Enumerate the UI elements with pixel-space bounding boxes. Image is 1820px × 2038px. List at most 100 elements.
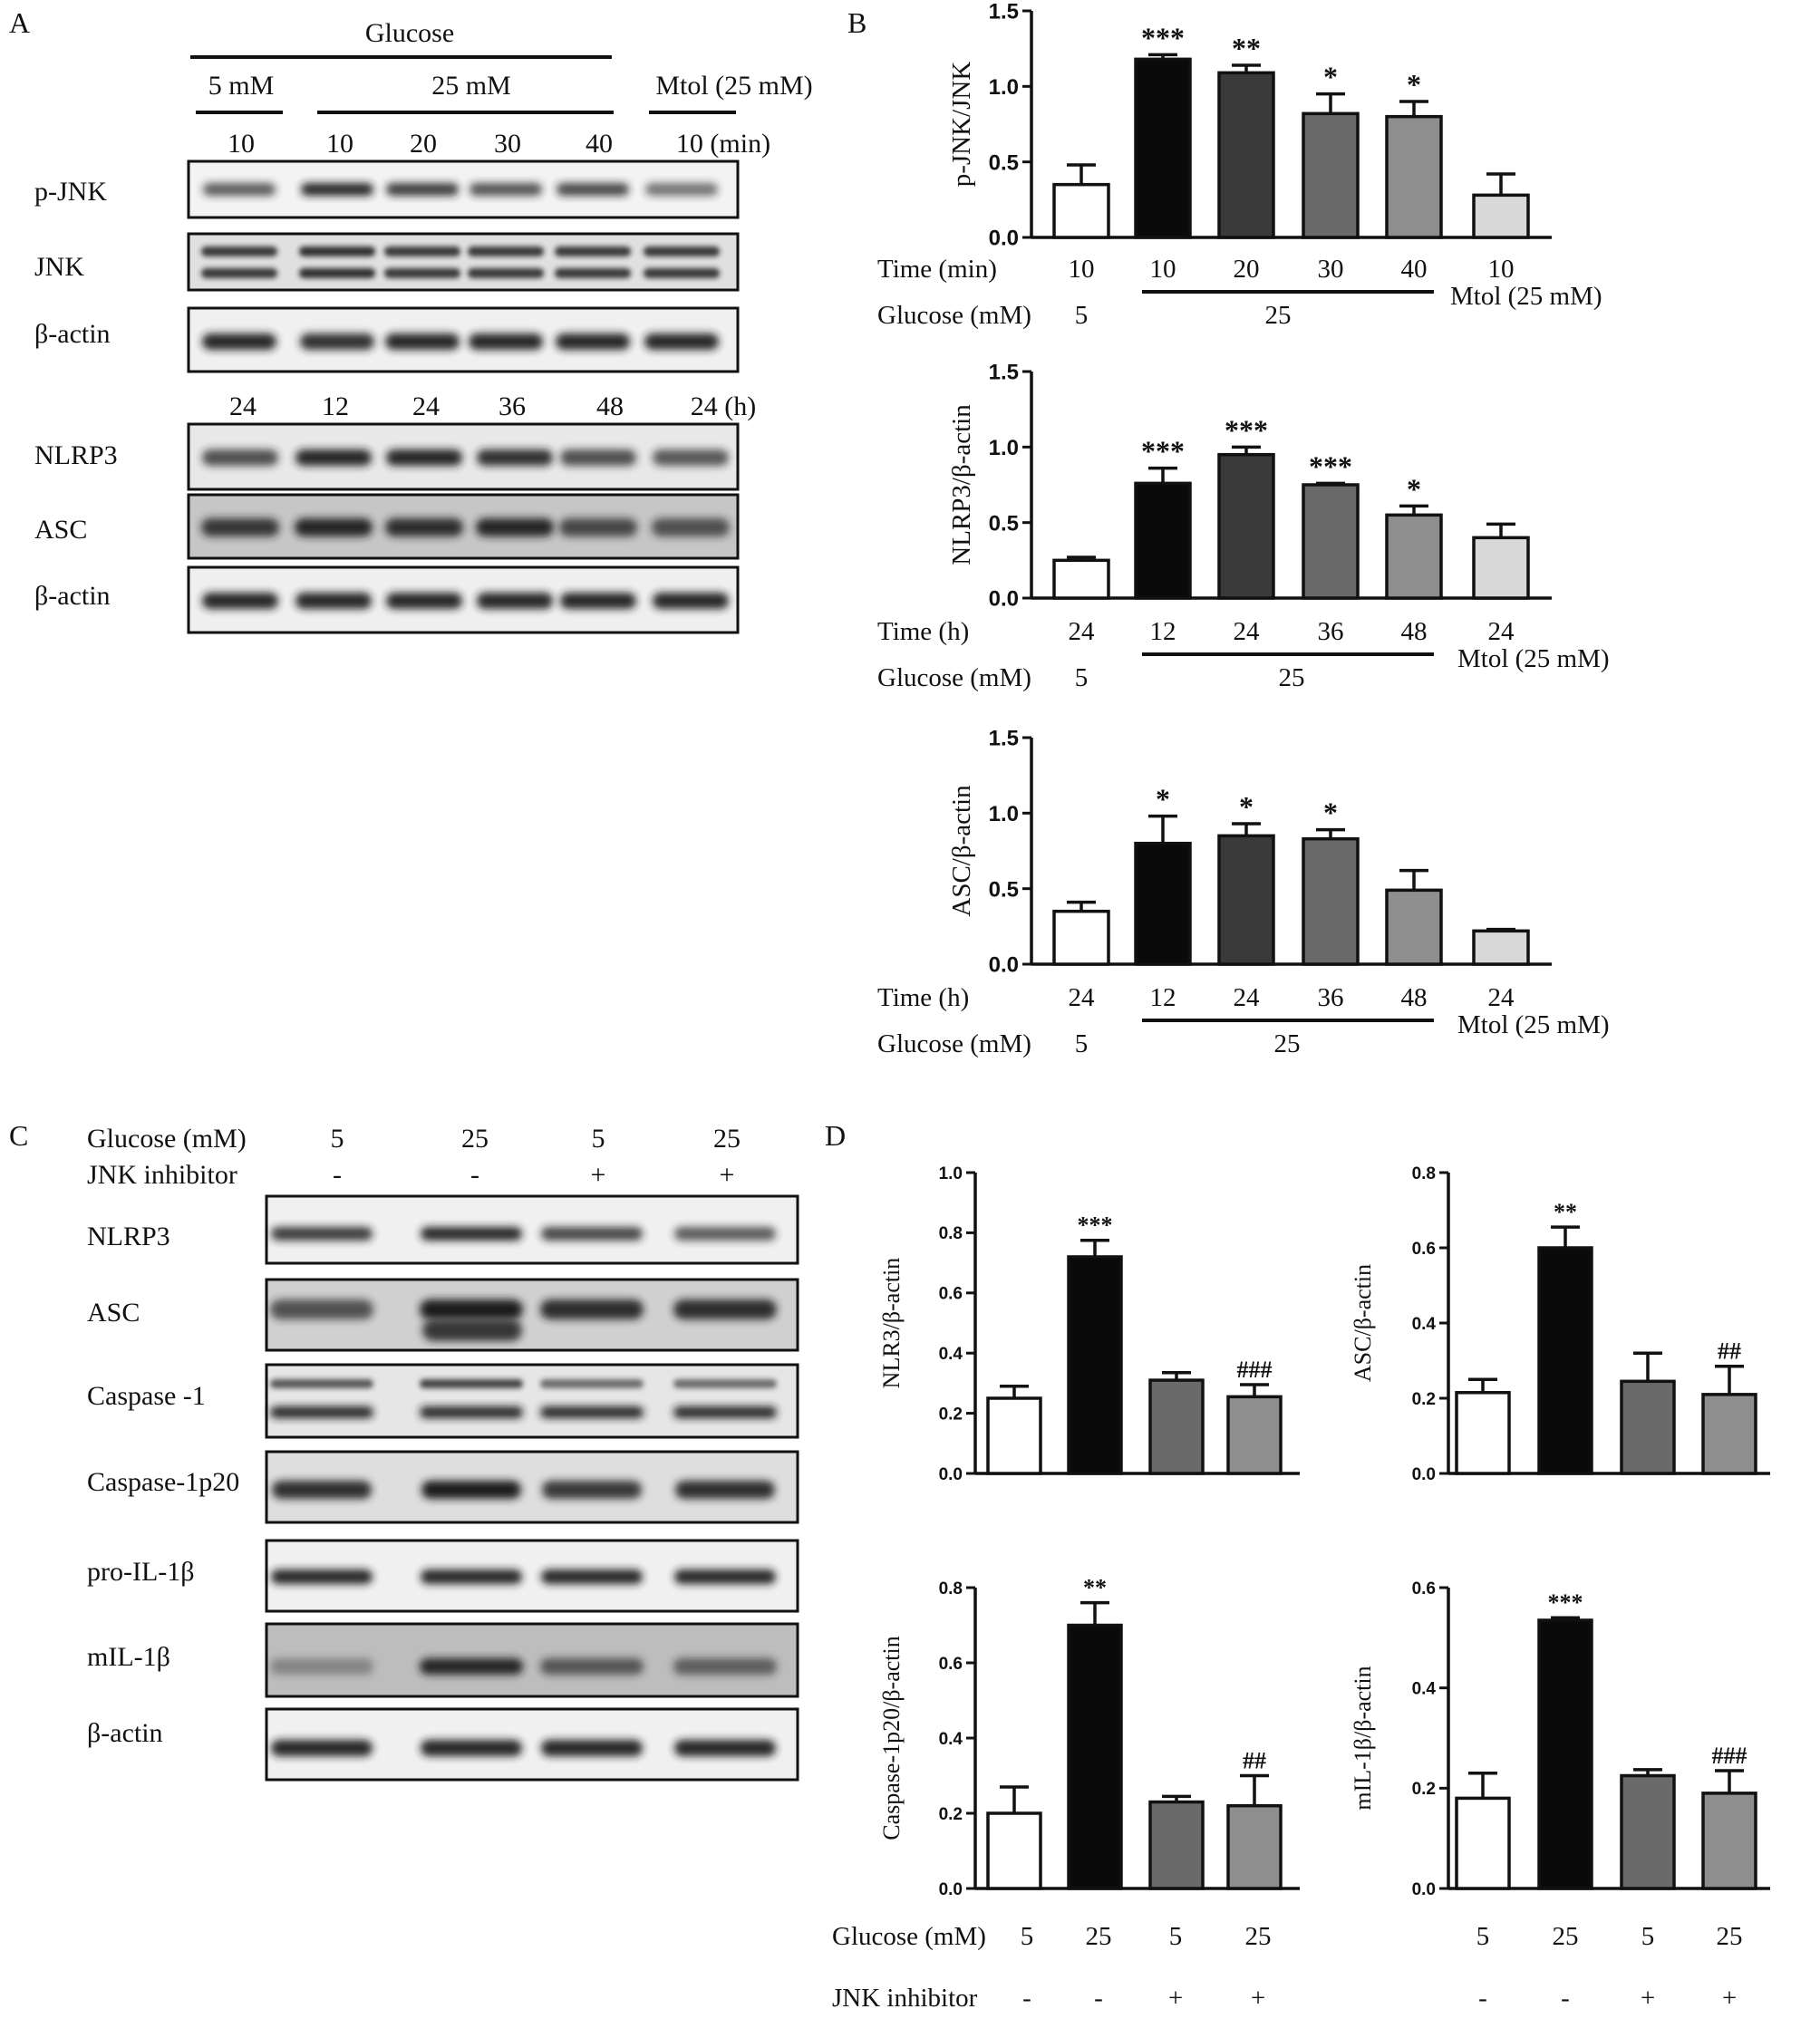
y-axis-label: Caspase-1p20/β-actin <box>878 1636 905 1840</box>
bar <box>1302 111 1360 239</box>
blot-band <box>301 183 373 196</box>
blot-band <box>295 593 372 609</box>
significance-label: ** <box>1554 1199 1577 1225</box>
blot-band <box>541 1570 643 1584</box>
y-tick-label: 1.5 <box>989 727 1019 751</box>
blot-band <box>541 1740 643 1756</box>
glucose-value: 5 <box>1075 1029 1089 1058</box>
bar <box>1226 1395 1283 1475</box>
time-min-label: 10 <box>326 129 353 159</box>
blot-band <box>272 1481 372 1499</box>
bar <box>1537 1618 1593 1890</box>
blot-band <box>468 246 544 256</box>
y-tick-label: 0.0 <box>989 227 1019 251</box>
y-tick-label: 1.0 <box>939 1164 963 1183</box>
blot-band <box>201 268 277 278</box>
blot-band <box>300 333 374 350</box>
blot-band <box>644 268 720 278</box>
glucose-row-label: Glucose (mM) <box>877 301 1031 330</box>
blot-band <box>202 593 278 609</box>
significance-label: ** <box>1083 1575 1107 1601</box>
y-tick-label: 0.8 <box>939 1579 963 1599</box>
bar <box>1472 536 1530 600</box>
bar <box>1385 888 1443 966</box>
blot-label-caspase1p20: Caspase-1p20 <box>87 1467 239 1497</box>
blot-band <box>420 1299 523 1319</box>
blot-band <box>270 1379 373 1388</box>
y-axis-label: p-JNK/JNK <box>947 62 976 188</box>
y-tick-label: 0.0 <box>1412 1465 1436 1484</box>
bar <box>1217 834 1275 966</box>
blot-band <box>540 1658 644 1675</box>
blot-band <box>384 246 460 256</box>
chart-B3: 0.0 0.5 1.0 1.5 ASC/β-actin * * * Time (h) 24 12 24… <box>877 727 1610 1058</box>
inhibitor-value: - <box>1022 1984 1031 2013</box>
time-value: 20 <box>1234 255 1260 284</box>
blot-band <box>384 268 460 278</box>
time-min-label: 10 <box>228 129 255 159</box>
y-tick-label: 0.2 <box>1412 1780 1436 1799</box>
bar <box>1620 1773 1676 1890</box>
blot-band <box>540 1379 644 1388</box>
time-value: 40 <box>1401 255 1428 284</box>
inhibitor-value: - <box>1478 1984 1487 2013</box>
y-tick-label: 0.0 <box>939 1465 963 1484</box>
significance-label: *** <box>1548 1589 1583 1616</box>
blot-label-pjnk: p-JNK <box>34 177 107 207</box>
bar <box>1217 71 1275 239</box>
blot-band <box>420 1406 523 1418</box>
glucose-value: 5 <box>1476 1922 1490 1951</box>
significance-label: *** <box>1141 21 1185 53</box>
blot-band <box>386 449 462 466</box>
significance-label: *** <box>1225 413 1268 446</box>
blot-band <box>560 593 636 609</box>
blot-band <box>201 246 277 256</box>
blot-band <box>673 1658 777 1675</box>
time-value: 24 <box>1488 617 1515 646</box>
mtol-header: Mtol (25 mM) <box>655 71 812 101</box>
significance-label: *** <box>1141 435 1185 468</box>
blot-band <box>385 333 460 350</box>
y-axis-label: ASC/β-actin <box>1350 1264 1376 1382</box>
blot-label-asc: ASC <box>34 515 87 545</box>
time-value: 10 <box>1488 255 1515 284</box>
y-tick-label: 1.5 <box>989 0 1019 24</box>
inhibitor-value: + <box>1168 1984 1183 2013</box>
blot-band <box>421 1227 522 1241</box>
y-tick-label: 0.4 <box>939 1730 963 1749</box>
glucose-value: 5 <box>1075 663 1089 692</box>
blot-asc-a <box>187 493 740 560</box>
y-tick-label: 0.5 <box>989 877 1019 902</box>
time-value: 24 <box>1234 617 1261 646</box>
blot-band <box>644 246 720 256</box>
bar <box>1455 1796 1511 1890</box>
blot-actin-a1 <box>187 306 740 373</box>
y-tick-label: 0.2 <box>939 1405 963 1424</box>
y-tick-label: 0.5 <box>989 150 1019 175</box>
time-value: 24 <box>1069 983 1096 1012</box>
significance-label: ## <box>1243 1748 1266 1774</box>
significance-label: * <box>1407 68 1421 101</box>
y-axis-label: ASC/β-actin <box>947 785 976 917</box>
panel-label-b: B <box>847 6 866 39</box>
bar <box>1067 1255 1123 1475</box>
time-h-label: 24 <box>229 391 257 421</box>
blot-band <box>555 268 631 278</box>
significance-label: *** <box>1309 449 1352 482</box>
time-h-label: 24 <box>412 391 440 421</box>
blot-band <box>271 1740 373 1756</box>
blot-band <box>271 1227 373 1241</box>
y-tick-label: 1.5 <box>989 361 1019 385</box>
blot-caspase1p20-c <box>265 1450 799 1524</box>
blot-label-actin: β-actin <box>87 1718 163 1748</box>
blot-band <box>674 1740 776 1756</box>
blot-band <box>422 1319 522 1341</box>
time-row-label: Time (min) <box>877 255 997 284</box>
significance-label: * <box>1407 472 1421 505</box>
chart-D2: 0.0 0.2 0.4 0.6 0.8 ASC/β-actin ** ## <box>1350 1164 1770 1484</box>
bar <box>986 1396 1042 1475</box>
blot-pjnk <box>187 159 740 219</box>
blot-band <box>476 518 554 536</box>
y-tick-label: 0.6 <box>1412 1579 1436 1599</box>
